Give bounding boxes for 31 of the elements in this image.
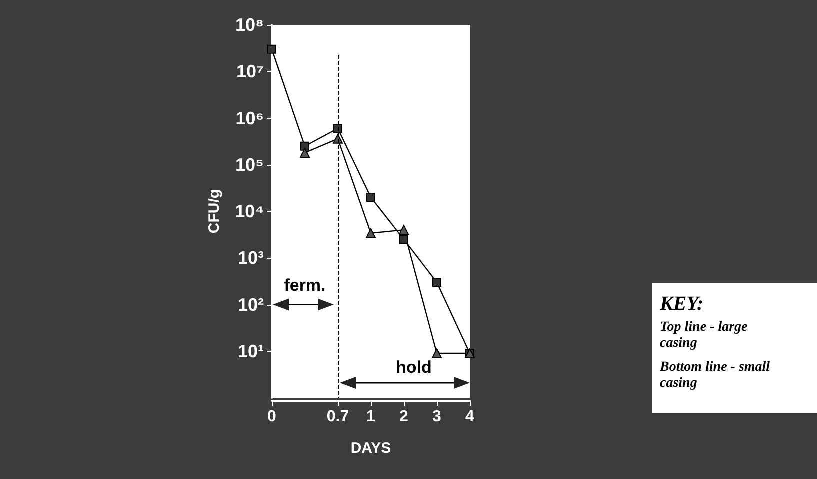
point [399, 225, 409, 236]
x-tick-label: 3 [432, 408, 442, 426]
point [268, 44, 276, 54]
y-tick-label: 10³ [238, 248, 264, 268]
text: Top line - large casing [660, 320, 749, 352]
x-tick-label: 1 [366, 408, 376, 426]
x-tick-label: 0.7 [326, 408, 350, 426]
point [400, 235, 408, 244]
y-tick-label: 10² [238, 294, 264, 315]
point [432, 278, 442, 288]
y-tick-label: 10⁷ [236, 62, 264, 82]
x-tick-label: 0 [268, 408, 277, 426]
x-tick-label: 2 [400, 408, 409, 426]
y-tick-label: 10⁸ [235, 15, 264, 35]
y-tick-label: 10¹ [238, 341, 264, 362]
text: KEY: [660, 293, 705, 316]
annotation: hold [396, 358, 432, 377]
y-axis-title: CFU/g [206, 189, 223, 234]
x-tick-label: 4 [466, 408, 475, 426]
annotation: ferm. [284, 276, 326, 295]
point [300, 142, 310, 151]
text: Bottom line - small casing [660, 360, 772, 392]
point [300, 148, 310, 158]
y-tick-label: 10⁶ [236, 108, 264, 128]
point [432, 348, 442, 359]
point [334, 124, 342, 134]
point [366, 228, 376, 238]
point [366, 192, 376, 202]
y-tick-label: 10⁴ [235, 202, 264, 222]
y-tick-label: 10⁵ [236, 154, 264, 175]
x-axis-title: DAYS [350, 440, 392, 457]
